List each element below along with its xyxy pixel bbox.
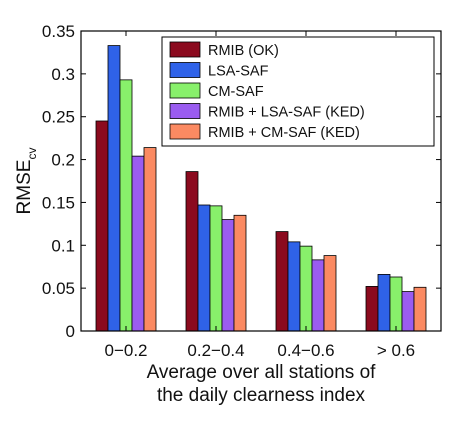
- legend-swatch-2: [169, 62, 201, 78]
- y-tick-label: 0.25: [42, 108, 75, 127]
- bar-4-4: [401, 291, 415, 332]
- bar-3-2: [287, 241, 301, 332]
- bar-2-5: [233, 214, 247, 332]
- bar-1-3: [119, 79, 133, 332]
- y-axis-label-subscript: cv: [25, 148, 39, 160]
- legend-swatch-1: [169, 41, 201, 58]
- legend: RMIB (OK) LSA-SAF CM-SAF RMIB + LSA-SAF (KE…: [161, 36, 435, 147]
- legend-box: [161, 36, 435, 147]
- legend-swatch-3: [169, 82, 201, 99]
- y-tick-label: 0.15: [42, 193, 75, 212]
- bar-4-2: [377, 274, 391, 332]
- bar-1-5: [143, 147, 157, 332]
- legend-swatch-4: [169, 103, 201, 119]
- x-tick-label: 0−0.2: [104, 341, 147, 360]
- x-axis-label-line2: the daily clearness index: [157, 385, 366, 406]
- y-tick-label: 0.3: [51, 65, 75, 84]
- legend-label-2: LSA-SAF: [208, 64, 269, 80]
- legend-label-4: RMIB + LSA-SAF (KED): [208, 105, 365, 121]
- bar-3-3: [299, 245, 313, 332]
- bar-2-2: [197, 204, 211, 332]
- bar-3-1: [275, 231, 289, 332]
- legend-label-1: RMIB (OK): [208, 43, 279, 59]
- legend-label-5: RMIB + CM-SAF (KED): [208, 125, 360, 141]
- legend-label-3: CM-SAF: [208, 84, 264, 100]
- x-axis-label-line1: Average over all stations of: [147, 362, 377, 383]
- y-axis-ticks: 0 0.05 0.1 0.15 0.2 0.25 0.3 0.35: [42, 22, 441, 341]
- y-tick-label: 0.2: [51, 151, 75, 170]
- y-tick-label: 0.05: [42, 279, 75, 298]
- bar-4-1: [365, 286, 379, 332]
- bar-3-5: [323, 255, 337, 332]
- bar-2-4: [221, 219, 235, 332]
- plot-frame: [80, 30, 442, 332]
- bar-2-3: [209, 205, 223, 332]
- y-tick-label: 0.1: [51, 236, 75, 255]
- legend-swatch-5: [169, 123, 201, 140]
- x-tick-label: 0.4−0.6: [277, 341, 334, 360]
- bar-4-3: [389, 276, 403, 332]
- bar-1-4: [131, 155, 145, 332]
- y-tick-label: 0.35: [42, 22, 75, 41]
- bar-1-1: [95, 120, 109, 332]
- bar-1-2: [107, 45, 121, 332]
- bars-group: [95, 45, 427, 332]
- bar-3-4: [311, 259, 325, 332]
- x-axis-ticks: 0−0.2 0.2−0.4 0.4−0.6 > 0.6: [104, 31, 415, 360]
- x-tick-label: > 0.6: [377, 341, 415, 360]
- y-axis-label: RMSEcv: [14, 148, 39, 215]
- y-axis-label-main: RMSE: [14, 160, 35, 215]
- bar-4-5: [413, 286, 427, 332]
- y-tick-label: 0: [66, 322, 75, 341]
- bar-2-1: [185, 171, 199, 332]
- x-tick-label: 0.2−0.4: [187, 341, 244, 360]
